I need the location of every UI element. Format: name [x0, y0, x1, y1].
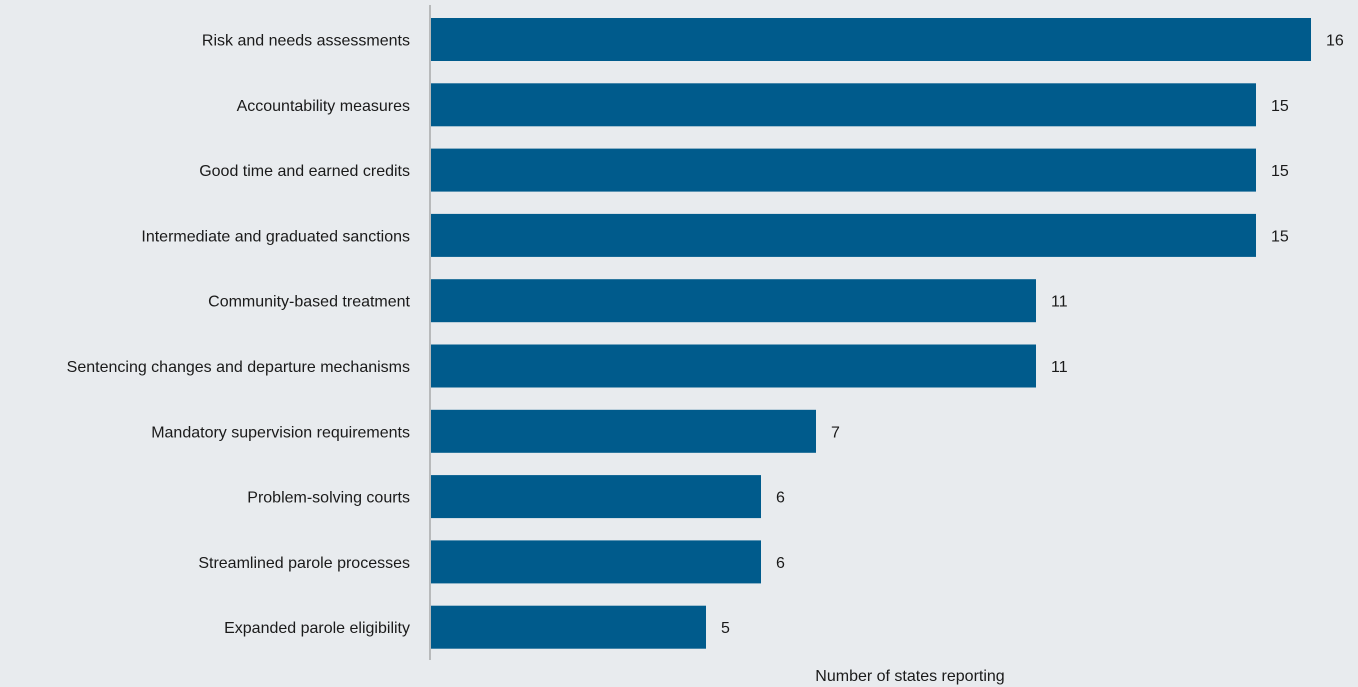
bar-5 [431, 279, 1036, 323]
bar-8 [431, 475, 761, 519]
category-label-10: Expanded parole eligibility [224, 620, 410, 637]
value-label-9: 6 [776, 555, 785, 572]
category-labels-group: Risk and needs assessments Accountability… [67, 33, 411, 638]
bar-2 [431, 83, 1256, 127]
value-label-4: 15 [1271, 228, 1289, 245]
category-label-3: Good time and earned credits [199, 163, 410, 180]
bar-4 [431, 213, 1256, 257]
category-label-4: Intermediate and graduated sanctions [141, 228, 410, 245]
value-label-10: 5 [721, 620, 730, 637]
category-label-1: Risk and needs assessments [202, 33, 410, 50]
category-label-2: Accountability measures [237, 98, 410, 115]
category-label-6: Sentencing changes and departure mechani… [67, 359, 410, 376]
value-labels-group: 16 15 15 15 11 11 7 6 6 5 [721, 33, 1344, 638]
x-axis-title: Number of states reporting [815, 668, 1004, 685]
bar-10 [431, 605, 706, 649]
category-label-7: Mandatory supervision requirements [151, 424, 410, 441]
bar-3 [431, 148, 1256, 192]
bar-9 [431, 540, 761, 584]
value-label-2: 15 [1271, 98, 1289, 115]
bar-7 [431, 409, 816, 453]
value-label-8: 6 [776, 490, 785, 507]
value-label-7: 7 [831, 424, 840, 441]
category-label-5: Community-based treatment [208, 294, 410, 311]
value-label-3: 15 [1271, 163, 1289, 180]
bars-group [431, 18, 1311, 649]
value-label-6: 11 [1051, 359, 1068, 376]
bar-1 [431, 18, 1311, 61]
value-label-1: 16 [1326, 33, 1344, 50]
bar-6 [431, 344, 1036, 388]
category-label-8: Problem-solving courts [247, 490, 410, 507]
category-label-9: Streamlined parole processes [198, 555, 410, 572]
value-label-5: 11 [1051, 294, 1068, 311]
